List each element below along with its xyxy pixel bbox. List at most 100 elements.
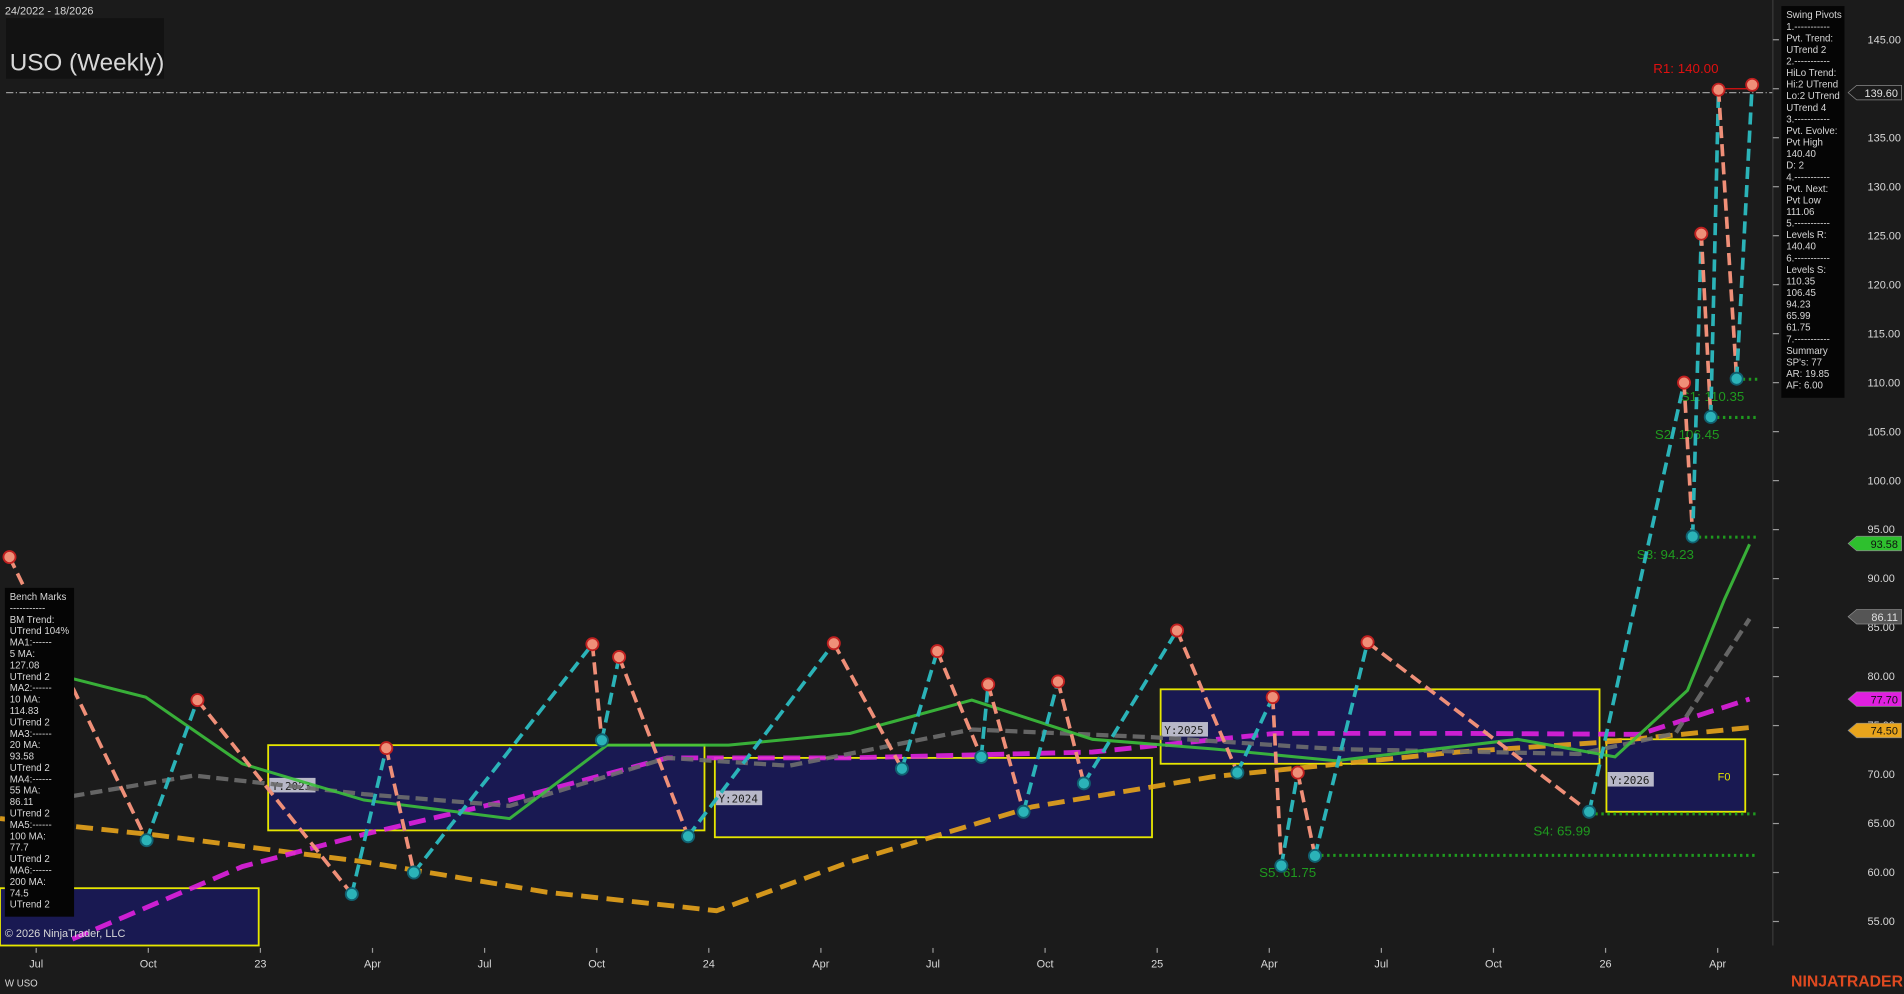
bench-marks-panel-line: 200 MA:: [10, 877, 46, 888]
pivot-low: [1685, 529, 1700, 544]
x-tick-label: Oct: [1037, 958, 1054, 970]
x-tick-label: 23: [254, 958, 266, 970]
price-flag: [1847, 691, 1902, 707]
swing-up-leg: [1235, 696, 1275, 774]
x-tick-label: 26: [1599, 958, 1611, 970]
bench-marks-panel-line: UTrend 2: [10, 854, 50, 865]
pivot-low: [974, 749, 989, 764]
bench-marks-panel-line: UTrend 2: [10, 900, 50, 911]
swing-down-leg: [1175, 629, 1240, 774]
x-tick-label: Apr: [364, 958, 381, 970]
swing-pivots-panel-line: Levels S:: [1786, 265, 1826, 276]
pivot-high: [1694, 226, 1709, 241]
swing-pivots-panel-line: Lo:2 UTrend: [1786, 91, 1840, 102]
pivot-high: [379, 741, 394, 756]
support-label: S3: 94.23: [1637, 547, 1694, 562]
support-label: S5: 61.75: [1259, 865, 1316, 880]
year-label-bg: [1161, 722, 1208, 737]
bench-marks-panel-line: -----------: [10, 603, 46, 614]
pivot-high: [930, 644, 945, 659]
swing-down-leg: [617, 656, 690, 837]
swing-down-leg: [1270, 697, 1284, 866]
swing-pivots-panel-bg: [1781, 6, 1845, 398]
bench-marks-panel-line: 20 MA:: [10, 740, 41, 751]
swing-down-leg: [1699, 233, 1713, 418]
swing-up-leg: [686, 642, 836, 838]
x-tick-label: Oct: [588, 958, 605, 970]
date-range: 24/2022 - 18/2026: [5, 6, 94, 18]
swing-pivots-panel-line: Pvt Low: [1786, 195, 1821, 206]
price-flag-label: 139.60: [1865, 88, 1898, 100]
y-tick-label: 65.00: [1868, 818, 1895, 830]
swing-pivots-panel-line: Pvt. Trend:: [1786, 33, 1833, 44]
pivot-low: [594, 733, 609, 748]
swing-up-leg: [1587, 382, 1686, 813]
y-tick-label: 85.00: [1868, 622, 1895, 634]
bench-marks-panel-line: MA4:------: [10, 774, 52, 785]
swing-pivots-panel-line: 106.45: [1786, 288, 1816, 299]
swing-down-leg: [986, 683, 1026, 813]
x-tick-label: Jul: [926, 958, 940, 970]
price-flag-label: 93.58: [1871, 539, 1898, 551]
y-tick-label: 125.00: [1868, 230, 1901, 242]
year-box: [267, 744, 706, 832]
bench-marks-panel-line: UTrend 104%: [10, 626, 70, 637]
swing-up-leg: [1690, 233, 1704, 537]
pivot-high: [1265, 690, 1280, 705]
y-tick-label: 120.00: [1868, 279, 1901, 291]
swing-pivots-panel-line: Hi:2 UTrend: [1786, 80, 1838, 91]
swing-pivots-panel-line: HiLo Trend:: [1786, 68, 1836, 79]
bench-marks-panel-bg: [4, 587, 75, 917]
bench-marks-panel-line: 93.58: [10, 752, 34, 763]
y-tick-label: 55.00: [1868, 916, 1895, 928]
swing-up-leg: [1313, 641, 1370, 857]
y-tick-label: 110.00: [1868, 377, 1901, 389]
chart-title: USO (Weekly): [10, 49, 165, 76]
swing-up-leg: [144, 699, 200, 841]
bench-marks-panel-line: UTrend 2: [10, 809, 50, 820]
pivot-low: [1308, 848, 1322, 863]
swing-pivots-panel-line: 6.-----------: [1786, 253, 1830, 264]
swing-pivots-panel-line: UTrend 4: [1786, 103, 1827, 114]
y-tick-label: 115.00: [1868, 328, 1901, 340]
swing-up-leg: [1708, 89, 1721, 417]
brand: NINJATRADER: [1791, 974, 1904, 991]
swing-pivots-panel-line: 140.40: [1786, 242, 1816, 253]
x-tick-label: 25: [1151, 958, 1163, 970]
swing-pivots-panel-line: 61.75: [1786, 323, 1810, 334]
f-label: F0: [1718, 771, 1731, 783]
year-label-bg: [716, 790, 763, 806]
y-tick-label: 135.00: [1868, 132, 1901, 144]
swing-pivots-panel-line: Levels R:: [1786, 230, 1826, 241]
swing-up-leg: [600, 656, 621, 741]
pivot-high: [2, 550, 17, 565]
swing-up-leg: [900, 650, 940, 770]
swing-pivots-panel-line: 2.-----------: [1786, 56, 1830, 67]
swing-pivots-panel-line: 110.35: [1786, 276, 1815, 287]
swing-down-leg: [1366, 640, 1591, 814]
pivot-low: [681, 829, 696, 844]
bench-marks-panel-line: Bench Marks: [10, 592, 67, 603]
swing-down-leg: [1682, 382, 1695, 537]
y-tick-label: 95.00: [1868, 524, 1895, 536]
swing-pivots-panel-line: SP's: 77: [1786, 357, 1822, 368]
swing-pivots-panel-line: 4.-----------: [1786, 172, 1830, 183]
pivot-high: [190, 693, 205, 708]
swing-pivots-panel-line: 94.23: [1786, 300, 1810, 311]
swing-pivots-panel-line: Pvt. Next:: [1786, 184, 1828, 195]
pivot-low: [1729, 371, 1744, 386]
bench-marks-panel-line: 127.08: [10, 660, 40, 671]
price-flag-label: 86.11: [1871, 612, 1898, 624]
support-label: S4: 65.99: [1533, 824, 1590, 839]
swing-pivots-panel-line: UTrend 2: [1786, 45, 1826, 56]
pivot-low: [894, 761, 909, 776]
y-tick-label: 90.00: [1868, 573, 1895, 585]
pivot-low: [1274, 858, 1289, 873]
bench-marks-panel-line: 77.7: [10, 843, 29, 854]
x-tick-label: Oct: [140, 958, 157, 970]
bench-marks-panel-line: UTrend 2: [10, 672, 50, 683]
pivot-low: [1703, 409, 1718, 424]
x-tick-label: Apr: [812, 958, 829, 970]
swing-pivots-panel-line: 111.06: [1786, 207, 1814, 218]
